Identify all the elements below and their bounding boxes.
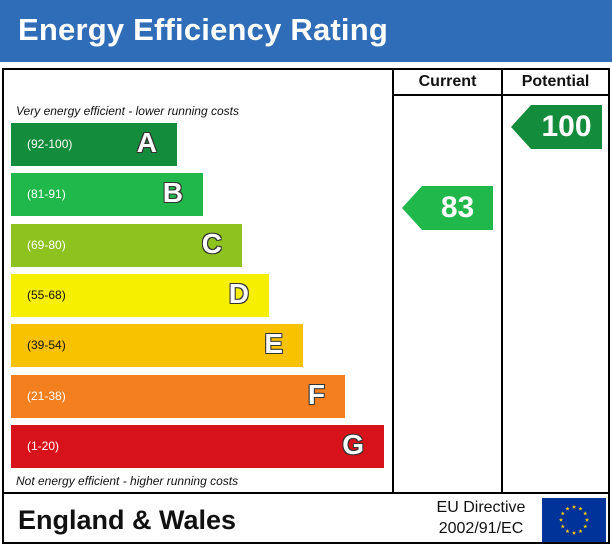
eu-star [565, 529, 570, 534]
eu-star [583, 511, 588, 516]
rating-band-f: (21-38) F [11, 375, 345, 418]
band-letter: B [162, 177, 183, 208]
rating-band-e: (39-54) E [11, 324, 303, 367]
eu-star [578, 529, 583, 534]
divider-potential [501, 70, 503, 493]
header-underline [392, 94, 608, 96]
band-range-label: (55-68) [27, 288, 66, 302]
rating-band-g: (1-20) G [11, 425, 384, 468]
rating-frame [2, 68, 610, 544]
eu-star [565, 506, 570, 511]
eu-star [560, 524, 565, 529]
region-label: England & Wales [18, 505, 237, 535]
band-letter: C [201, 228, 222, 259]
potential-rating-value: 100 [541, 110, 592, 143]
footer-divider [2, 492, 608, 494]
note-efficient: Very energy efficient - lower running co… [16, 104, 239, 118]
potential-rating-arrow: 100 [511, 105, 602, 149]
eu-star [571, 504, 577, 509]
eu-star [583, 524, 588, 529]
rating-band-d: (55-68) D [11, 274, 269, 317]
band-range-label: (92-100) [27, 137, 73, 151]
directive-line-1: EU Directive [436, 499, 526, 516]
band-range-label: (39-54) [27, 338, 66, 352]
rating-band-a: (92-100) A [11, 123, 177, 166]
band-letter: G [342, 429, 364, 460]
rating-band-c: (69-80) C [11, 224, 242, 267]
eu-star [558, 517, 564, 522]
band-letter: A [136, 127, 157, 158]
eu-star [571, 530, 577, 535]
band-range-label: (69-80) [27, 238, 66, 252]
band-letter: D [228, 278, 249, 309]
rating-band-b: (81-91) B [11, 173, 203, 216]
eu-flag-stars [558, 504, 590, 535]
eu-flag-icon [542, 498, 606, 542]
band-letter: F [307, 379, 325, 410]
band-letter: E [264, 328, 283, 359]
band-range-label: (21-38) [27, 389, 66, 403]
band-range-label: (1-20) [27, 439, 60, 453]
directive-line-2: 2002/91/EC [438, 520, 524, 537]
divider-current [392, 70, 394, 493]
eu-star [560, 511, 565, 516]
band-range-label: (81-91) [27, 187, 66, 201]
column-header-current: Current [418, 73, 477, 90]
column-header-potential: Potential [521, 73, 590, 90]
title-bar: Energy Efficiency Rating [0, 0, 612, 62]
eu-star [578, 506, 583, 511]
note-inefficient: Not energy efficient - higher running co… [16, 474, 239, 488]
current-rating-arrow: 83 [402, 186, 493, 230]
eu-flag-background [542, 498, 606, 542]
eu-star [584, 517, 590, 522]
current-rating-value: 83 [440, 191, 475, 224]
chart-title: Energy Efficiency Rating [18, 12, 389, 47]
